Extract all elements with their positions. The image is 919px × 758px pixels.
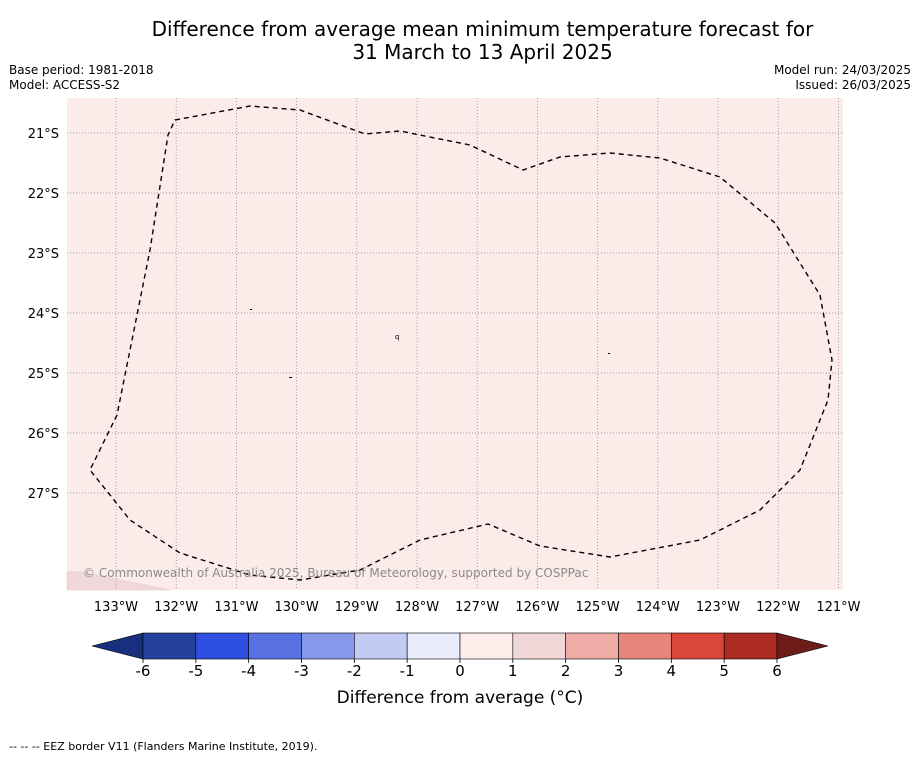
colorbar-segment [406,632,461,660]
colorbar-overflow [776,632,829,660]
model-name: Model: ACCESS-S2 [9,78,121,92]
colorbar-tick-label: -2 [347,662,362,680]
longitude-label: 128°W [395,600,439,615]
colorbar-segment [565,632,619,660]
colorbar-ticks: -6 -5 -4 -3 -2 -1 0 1 2 3 4 5 6 [136,659,782,680]
longitude-label: 132°W [154,600,198,615]
colorbar: -6 -5 -4 -3 -2 -1 0 1 2 3 4 5 6 [91,632,829,680]
longitude-label: 121°W [816,600,860,615]
latitude-label: 24°S [28,307,59,322]
island-marker [250,309,252,310]
colorbar-segment [459,632,514,660]
longitude-labels: 133°W 132°W 131°W 130°W 129°W 128°W 127°W 126°W… [94,600,861,615]
colorbar-tick-label: -6 [136,662,151,680]
colorbar-tick-label: -1 [400,662,415,680]
colorbar-tick-label: 3 [614,662,624,680]
colorbar-tick-label: 0 [455,662,465,680]
run-info: Model run: 24/03/2025 Issued: 26/03/2025 [774,63,911,93]
longitude-label: 129°W [335,600,379,615]
colorbar-tick-label: 6 [772,662,782,680]
colorbar-tick-label: 4 [667,662,677,680]
colorbar-segment [512,632,566,660]
latitude-label: 23°S [28,247,59,262]
colorbar-segment [248,632,302,660]
colorbar-tick-label: -5 [188,662,203,680]
longitude-label: 127°W [455,600,499,615]
island-marker [289,377,292,378]
forecast-area [67,98,843,590]
colorbar-segment [195,632,249,660]
colorbar-tick-label: 5 [719,662,729,680]
colorbar-segments [142,632,778,660]
copyright-notice: © Commonwealth of Australia 2025, Bureau… [83,566,588,580]
longitude-label: 124°W [636,600,680,615]
map: q © Commonwealth of Australia 2025, Bure… [28,98,861,615]
latitude-labels: 21°S 22°S 23°S 24°S 25°S 26°S 27°S [28,127,59,502]
colorbar-segment [723,632,778,660]
colorbar-segment [301,632,355,660]
colorbar-segment [671,632,725,660]
longitude-label: 122°W [756,600,800,615]
longitude-label: 131°W [214,600,258,615]
colorbar-title: Difference from average (°C) [336,688,584,708]
longitude-label: 126°W [515,600,559,615]
island-marker: q [395,333,399,341]
model-run-date: Model run: 24/03/2025 [773,63,911,77]
colorbar-segment [618,632,672,660]
colorbar-tick-label: 1 [508,662,518,680]
title-line-2: 31 March to 13 April 2025 [352,40,613,64]
title-line-1: Difference from average mean minimum tem… [151,17,814,41]
colorbar-segment [142,632,197,660]
longitude-gridlines [115,98,839,590]
longitude-label: 130°W [275,600,319,615]
longitude-label: 123°W [696,600,740,615]
colorbar-underflow [91,632,144,660]
base-period: Base period: 1981-2018 [9,63,154,77]
colorbar-tick-label: -4 [241,662,256,680]
longitude-label: 133°W [94,600,138,615]
eez-legend-note: -- -- -- EEZ border V11 (Flanders Marine… [9,740,318,753]
longitude-label: 125°W [576,600,620,615]
latitude-gridlines [67,132,843,494]
island-marker [608,353,610,354]
latitude-label: 25°S [28,367,59,382]
issued-date: Issued: 26/03/2025 [795,78,911,92]
eez-border [89,105,833,581]
land-corner [66,571,171,591]
colorbar-segment [354,632,408,660]
latitude-label: 26°S [28,427,59,442]
colorbar-tick-label: 2 [561,662,571,680]
model-info: Base period: 1981-2018 Model: ACCESS-S2 [9,63,154,93]
latitude-label: 22°S [28,187,59,202]
map-title: Difference from average mean minimum tem… [60,18,905,64]
colorbar-tick-label: -3 [294,662,309,680]
latitude-label: 27°S [28,487,59,502]
latitude-label: 21°S [28,127,59,142]
